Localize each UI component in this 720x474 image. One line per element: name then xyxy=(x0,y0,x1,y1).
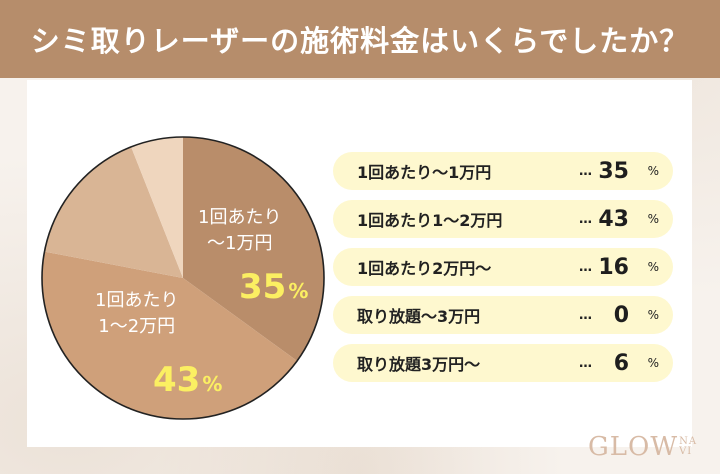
slice-label-line2: 1〜2万円 xyxy=(98,316,176,337)
slice-pct-10k-20k: 43% xyxy=(153,360,222,400)
legend-dots: … xyxy=(579,259,592,275)
legend-dots: … xyxy=(579,355,592,371)
legend-value: 6 xyxy=(613,350,629,376)
legend-value: 0 xyxy=(613,302,629,328)
slice-label-line2: 〜1万円 xyxy=(207,233,273,254)
pie-slice xyxy=(44,146,183,278)
legend-value: 35 xyxy=(598,158,629,184)
legend-dots: … xyxy=(579,211,592,227)
legend-item: 取り放題〜3万円 … 0 % xyxy=(333,296,673,334)
legend-unit: % xyxy=(647,164,659,178)
pie-svg xyxy=(41,136,325,420)
legend-label: 1回あたり2万円〜 xyxy=(357,259,492,278)
legend-item: 1回あたり〜1万円 … 35 % xyxy=(333,152,673,190)
pct-unit: % xyxy=(202,372,223,396)
logo-sub-top: NA xyxy=(679,436,698,447)
legend-dots: … xyxy=(579,163,592,179)
slice-pct-under-10k: 35% xyxy=(239,267,308,307)
legend-item: 取り放題3万円〜 … 6 % xyxy=(333,344,673,382)
legend-value: 43 xyxy=(598,206,629,232)
pct-value: 35 xyxy=(239,267,287,307)
logo-sub: NA VI xyxy=(679,437,697,457)
slice-label-10k-20k: 1回あたり 1〜2万円 xyxy=(95,288,178,340)
slice-label-line1: 1回あたり xyxy=(95,290,179,311)
legend-label: 1回あたり〜1万円 xyxy=(357,163,492,182)
legend-label: 取り放題3万円〜 xyxy=(357,355,481,374)
slice-label-line1: 1回あたり xyxy=(198,207,282,228)
logo-sub-bottom: VI xyxy=(679,446,693,457)
title-bar: シミ取りレーザーの施術料金はいくらでしたか？ xyxy=(0,0,720,78)
slice-label-under-10k: 1回あたり 〜1万円 xyxy=(198,205,281,257)
pie-slice xyxy=(41,251,298,420)
brand-logo: GLOW NA VI xyxy=(588,432,697,462)
pie-chart: 1回あたり 〜1万円 35% 1回あたり 1〜2万円 43% xyxy=(40,135,326,421)
pct-value: 43 xyxy=(153,360,201,400)
legend-unit: % xyxy=(647,212,659,226)
legend-label: 取り放題〜3万円 xyxy=(357,307,481,326)
pie-slice xyxy=(183,137,324,361)
page-title: シミ取りレーザーの施術料金はいくらでしたか？ xyxy=(30,24,690,58)
pie-slice xyxy=(131,137,183,278)
legend-label: 1回あたり1〜2万円 xyxy=(357,211,503,230)
legend-unit: % xyxy=(647,356,659,370)
legend-list: 1回あたり〜1万円 … 35 % 1回あたり1〜2万円 … 43 % 1回あたり… xyxy=(333,152,673,392)
pie-outline xyxy=(41,136,325,420)
pct-unit: % xyxy=(288,279,309,303)
legend-item: 1回あたり2万円〜 … 16 % xyxy=(333,248,673,286)
legend-item: 1回あたり1〜2万円 … 43 % xyxy=(333,200,673,238)
legend-value: 16 xyxy=(598,254,629,280)
legend-unit: % xyxy=(647,308,659,322)
legend-dots: … xyxy=(579,307,592,323)
legend-unit: % xyxy=(647,260,659,274)
logo-main: GLOW xyxy=(588,432,679,462)
